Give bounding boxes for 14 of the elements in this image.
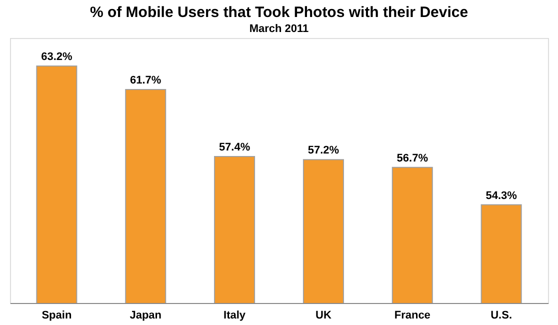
- x-tick-label: Spain: [42, 310, 72, 322]
- data-label: 61.7%: [130, 74, 162, 86]
- x-tick-label: Japan: [130, 310, 162, 322]
- x-tick-label: U.S.: [490, 310, 512, 322]
- data-label: 57.4%: [218, 141, 250, 154]
- data-label: 63.2%: [41, 51, 72, 64]
- data-label: 57.2%: [308, 144, 340, 157]
- chart-title: % of Mobile Users that Took Photos with their Device: [90, 4, 468, 21]
- chart-subtitle: March 2011: [249, 23, 309, 35]
- x-tick-label: France: [394, 310, 430, 322]
- x-tick-label: UK: [316, 310, 332, 322]
- data-label: 56.7%: [396, 152, 428, 164]
- x-tick-label: Italy: [224, 310, 246, 322]
- data-label: 54.3%: [486, 190, 518, 202]
